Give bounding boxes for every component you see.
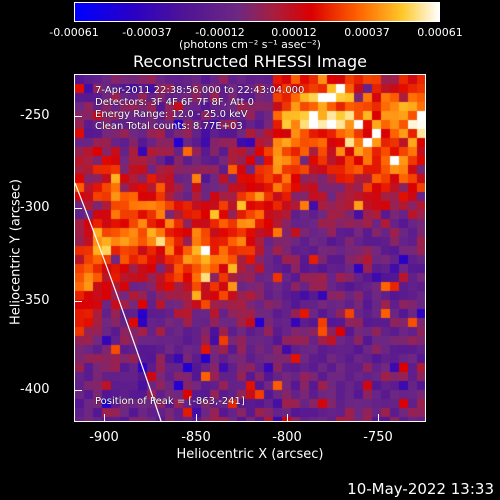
x-tick-label: -850	[181, 430, 211, 445]
colorbar-tick: 0.00037	[344, 26, 390, 39]
y-tick-mark	[74, 301, 82, 302]
rhessi-image-plot: 7-Apr-2011 22:38:56.000 to 22:43:04.000 …	[74, 74, 426, 422]
info-detectors: Detectors: 3F 4F 6F 7F 8F, Att 0	[95, 97, 255, 108]
x-tick-mark	[196, 414, 197, 422]
y-tick-mark	[74, 390, 82, 391]
footer-date: 10-May-2022 13:33	[347, 480, 494, 498]
x-tick-mark	[287, 414, 288, 422]
x-axis-label: Heliocentric X (arcsec)	[176, 447, 324, 462]
y-tick-label: -350	[20, 293, 50, 308]
y-tick-mark	[74, 116, 82, 117]
x-tick-mark	[378, 414, 379, 422]
x-tick-label: -750	[363, 430, 393, 445]
info-energy: Energy Range: 12.0 - 25.0 keV	[95, 109, 248, 120]
limb-overlay	[75, 182, 162, 421]
x-tick-mark	[104, 414, 105, 422]
y-tick-label: -300	[20, 200, 50, 215]
colorbar-tick: -0.00037	[122, 26, 172, 39]
colorbar-tick: -0.00012	[195, 26, 245, 39]
x-tick-label: -900	[89, 430, 119, 445]
y-axis-label: Heliocentric Y (arcsec)	[8, 179, 24, 325]
y-tick-mark	[74, 208, 82, 209]
x-tick-label: -800	[272, 430, 302, 445]
colorbar	[74, 2, 440, 22]
image-title: Reconstructed RHESSI Image	[133, 52, 367, 71]
colorbar-tick: 0.00061	[417, 26, 463, 39]
info-peak: Position of Peak = [-863,-241]	[95, 396, 245, 407]
y-tick-label: -400	[20, 382, 50, 397]
info-clean: Clean Total counts: 8.77E+03	[95, 121, 243, 132]
colorbar-tick: -0.00061	[49, 26, 99, 39]
colorbar-units: (photons cm⁻² s⁻¹ asec⁻²)	[179, 38, 321, 51]
solar-limb-line	[75, 182, 162, 421]
heatmap-image	[75, 75, 425, 421]
colorbar-tick: 0.00012	[271, 26, 317, 39]
info-time: 7-Apr-2011 22:38:56.000 to 22:43:04.000	[95, 85, 305, 96]
y-tick-label: -250	[20, 108, 50, 123]
